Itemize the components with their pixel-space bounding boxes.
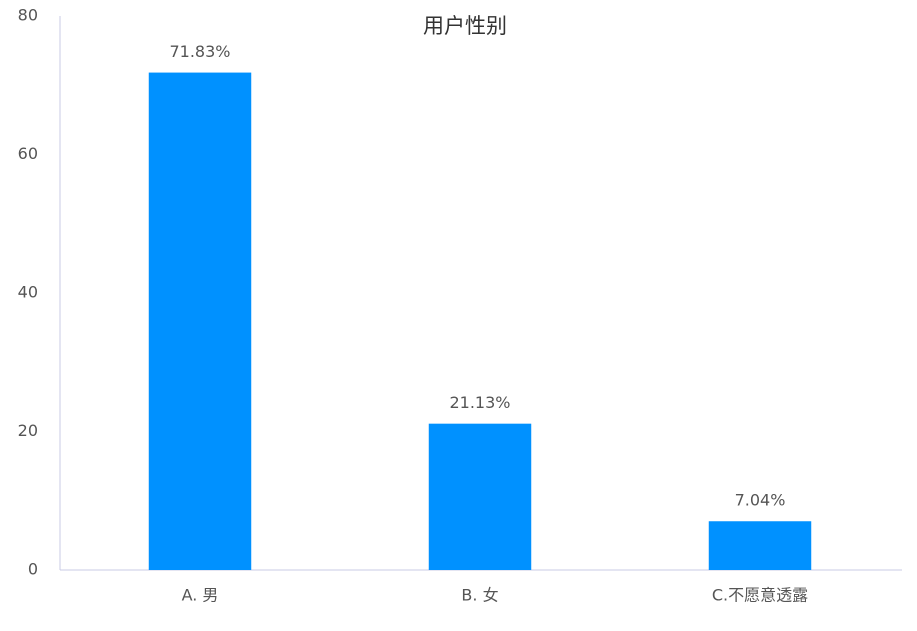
x-tick-label: A. 男	[182, 586, 219, 605]
bar	[428, 423, 532, 570]
y-tick-label: 60	[18, 144, 38, 163]
y-tick-label: 40	[18, 283, 38, 302]
x-tick-label: B. 女	[461, 586, 498, 605]
y-tick-label: 80	[18, 6, 38, 25]
chart-title: 用户性别	[423, 14, 507, 38]
value-label: 7.04%	[735, 491, 786, 510]
value-label: 71.83%	[169, 42, 230, 61]
value-label: 21.13%	[449, 393, 510, 412]
bar	[148, 72, 252, 571]
y-tick-label: 0	[28, 560, 38, 579]
x-tick-label: C.不愿意透露	[712, 586, 808, 605]
y-tick-label: 20	[18, 421, 38, 440]
bar	[708, 521, 812, 570]
